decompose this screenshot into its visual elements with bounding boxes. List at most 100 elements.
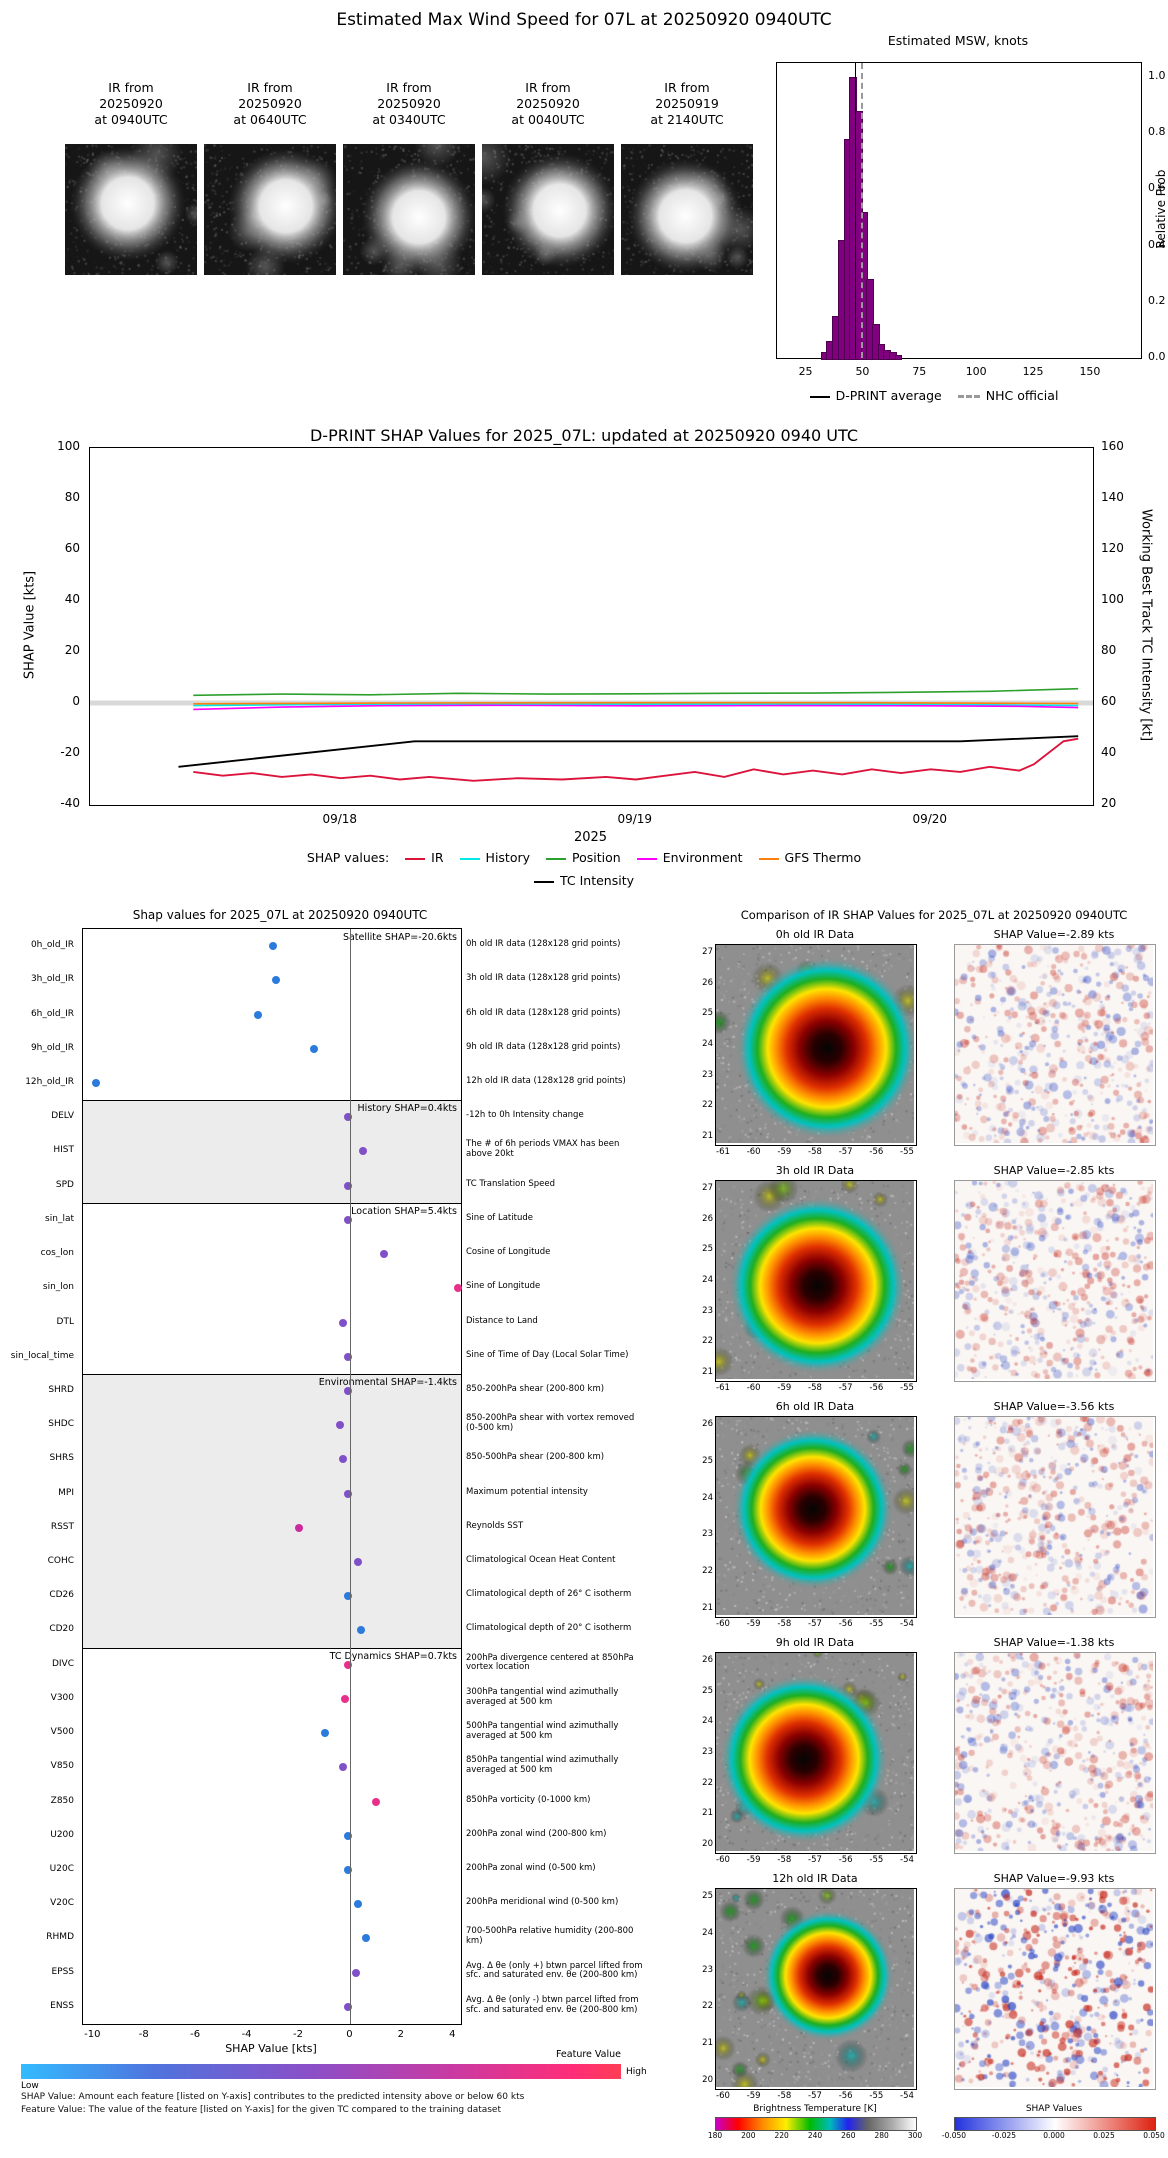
y-tick-label: 0.0 bbox=[1148, 350, 1166, 363]
y-tick-label: 1.0 bbox=[1148, 69, 1166, 83]
feature-description: Reynolds SST bbox=[466, 1520, 524, 1531]
msw-hist-legend: D-PRINT average NHC official bbox=[700, 388, 1168, 403]
histogram-bar bbox=[866, 279, 874, 360]
ir-panel-title: 9h old IR Data bbox=[775, 1636, 855, 1649]
feature-description: Maximum potential intensity bbox=[466, 1486, 588, 1497]
ir-satellite-image bbox=[343, 144, 475, 275]
feature-value-colorbar bbox=[21, 2064, 621, 2079]
shap-dot bbox=[361, 1934, 370, 1943]
feature-description: Avg. Δ θe (only -) btwn parcel lifted fr… bbox=[466, 1995, 639, 2015]
x-tick-label: -10 bbox=[84, 2029, 101, 2040]
feature-description: 200hPa divergence centered at 850hPa vor… bbox=[466, 1652, 634, 1673]
legend-label: NHC official bbox=[985, 388, 1059, 403]
lat-tick-label: 20 bbox=[702, 2075, 713, 2085]
x-tick-label: -8 bbox=[138, 2029, 149, 2040]
timeseries-legend-row1: SHAP values: IR History Position Environment… bbox=[0, 850, 1168, 865]
lon-tick-label: -54 bbox=[900, 1619, 914, 1629]
comparison-row: 9h old IR Data SHAP Value=-1.38 kts 20 21 22… bbox=[700, 1636, 1168, 1872]
shap-map-panel bbox=[954, 1888, 1156, 2090]
feature-label: SHRD bbox=[48, 1384, 74, 1395]
caption-line: at 2140UTC bbox=[650, 112, 724, 127]
y-tick-label: 100 bbox=[57, 439, 80, 453]
lon-tick-label: -60 bbox=[716, 2091, 730, 2101]
feature-description: Climatological depth of 20° C isotherm bbox=[466, 1623, 632, 1634]
dotplot-group-band bbox=[83, 1100, 461, 1204]
shap-dot bbox=[320, 1729, 329, 1738]
line-swatch bbox=[636, 857, 657, 860]
lon-tick-label: -55 bbox=[869, 1619, 884, 1629]
ir-thumbnail: IR from 20250920 at 0640UTC bbox=[204, 80, 336, 275]
dashed-line-swatch bbox=[957, 395, 980, 398]
x-tick-label: 4 bbox=[449, 2029, 456, 2040]
lon-tick-label: -54 bbox=[900, 2091, 914, 2101]
x-tick-label: 09/20 bbox=[912, 812, 948, 826]
lat-tick-label: 21 bbox=[702, 1603, 713, 1613]
feature-description: 200hPa zonal wind (200-800 km) bbox=[466, 1828, 607, 1839]
y-tick-label: 40 bbox=[1101, 745, 1117, 759]
series-ir bbox=[193, 737, 1079, 782]
caption-line: at 0940UTC bbox=[94, 112, 168, 127]
ts-xticks: 09/18 09/19 09/20 bbox=[89, 810, 1092, 826]
lon-tick-label: -60 bbox=[716, 1855, 730, 1865]
lat-tick-label: 24 bbox=[702, 1927, 713, 1938]
ir-data-panel bbox=[715, 1888, 917, 2090]
shap-map-image bbox=[955, 945, 1153, 1143]
x-tick-label: 09/18 bbox=[322, 812, 358, 826]
feature-description: 850-500hPa shear (200-800 km) bbox=[466, 1452, 605, 1463]
feature-description: Sine of Time of Day (Local Solar Time) bbox=[466, 1349, 629, 1360]
legend-label: Position bbox=[572, 850, 621, 865]
caption-line: at 0640UTC bbox=[233, 112, 307, 127]
lat-tick-label: 25 bbox=[702, 1008, 713, 1019]
line-swatch bbox=[533, 880, 554, 883]
feature-label: sin_local_time bbox=[10, 1350, 74, 1361]
comparison-row: 0h old IR Data SHAP Value=-2.89 kts 21 22 23… bbox=[700, 928, 1168, 1164]
shap-dot bbox=[343, 2002, 352, 2011]
shap-tick-label: 0.050 bbox=[1143, 2131, 1165, 2140]
caption-line: IR from bbox=[664, 80, 710, 95]
shap-panel-title: SHAP Value=-9.93 kts bbox=[993, 1872, 1115, 1885]
lat-tick-label: 24 bbox=[702, 1275, 713, 1285]
feature-label: HIST bbox=[53, 1145, 74, 1156]
bt-tick-label: 220 bbox=[774, 2131, 789, 2140]
x-tick-label: 75 bbox=[912, 365, 927, 378]
y-tick-label: 0 bbox=[72, 694, 80, 708]
feature-label: SPD bbox=[55, 1179, 74, 1190]
feature-label: 9h_old_IR bbox=[30, 1042, 74, 1053]
caption-line: IR from bbox=[525, 80, 571, 95]
feature-label: cos_lon bbox=[40, 1248, 74, 1259]
legend-prefix: SHAP values: bbox=[306, 850, 390, 865]
lat-tick-label: 27 bbox=[702, 1183, 713, 1193]
comparison-title: Comparison of IR SHAP Values for 2025_07… bbox=[740, 908, 1128, 922]
legend-label: Environment bbox=[662, 850, 743, 865]
group-shap-label: TC Dynamics SHAP=0.7kts bbox=[329, 1650, 457, 1662]
lon-tick-label: -56 bbox=[838, 1619, 853, 1629]
ir-heatmap-image bbox=[716, 1653, 914, 1851]
y-tick-label: 0.8 bbox=[1148, 125, 1166, 139]
feature-label: MPI bbox=[58, 1487, 74, 1498]
shap-dot bbox=[310, 1044, 319, 1053]
shap-dot bbox=[351, 1968, 360, 1977]
shap-panel-title: SHAP Value=-3.56 kts bbox=[993, 1400, 1115, 1413]
ir-heatmap-image bbox=[716, 945, 914, 1143]
ir-thumb-caption: IR from 20250920 at 0340UTC bbox=[343, 80, 475, 130]
shap-dot bbox=[343, 1660, 352, 1669]
y-tick-label: 60 bbox=[64, 541, 80, 555]
shap-dot bbox=[343, 1866, 352, 1875]
bt-colorbar-ticks: 180 200 220 240 260 280 300 bbox=[708, 2131, 922, 2143]
lat-tick-label: 23 bbox=[702, 1747, 713, 1757]
shap-timeseries-section: D-PRINT SHAP Values for 2025_07L: update… bbox=[0, 420, 1168, 900]
shap-tick-label: 0.000 bbox=[1043, 2131, 1065, 2140]
dotplot-group-band bbox=[83, 1373, 461, 1649]
dotplot-group-band bbox=[83, 1647, 461, 2025]
ir-heatmap-image bbox=[716, 1417, 914, 1615]
bt-colorbar-label: Brightness Temperature [K] bbox=[753, 2104, 877, 2114]
group-shap-label: Environmental SHAP=-1.4kts bbox=[318, 1376, 457, 1388]
legend-item-nhc: NHC official bbox=[957, 388, 1059, 403]
shap-map-image bbox=[955, 1889, 1153, 2087]
dotplot-title: Shap values for 2025_07L at 20250920 094… bbox=[132, 908, 428, 922]
top-section: Estimated Max Wind Speed for 07L at 2025… bbox=[0, 0, 1168, 420]
line-swatch bbox=[546, 857, 567, 860]
dotplot-feature-labels: 0h_old_IR 3h_old_IR 6h_old_IR 9h_old_IR 12h_… bbox=[0, 928, 78, 2023]
feature-description: The # of 6h periods VMAX has been above … bbox=[466, 1139, 620, 1160]
lat-tick-label: 24 bbox=[702, 1039, 713, 1049]
